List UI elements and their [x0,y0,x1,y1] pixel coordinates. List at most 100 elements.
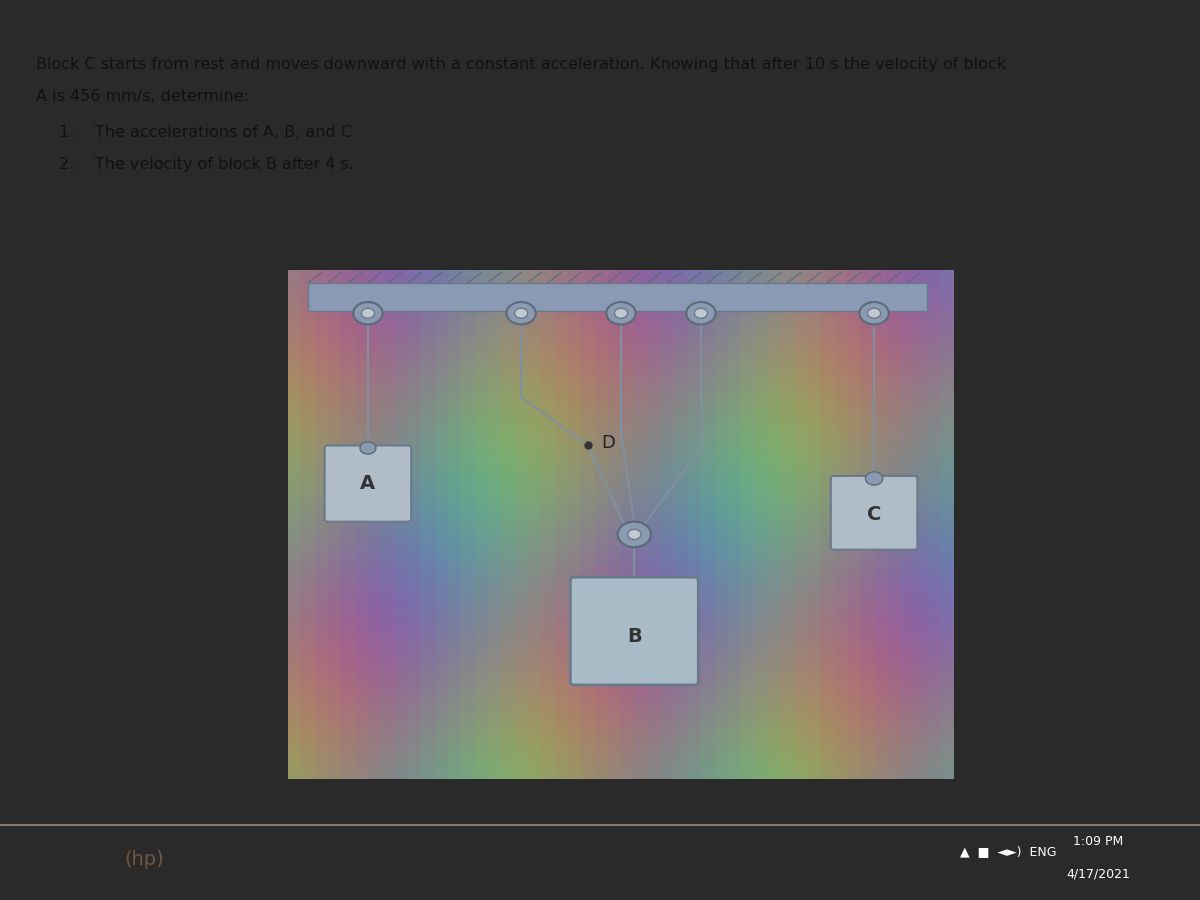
Bar [288,402,954,408]
Text: A: A [360,474,376,493]
Bar [288,550,954,554]
Circle shape [859,302,889,324]
Bar [288,514,954,519]
Bar [288,611,954,616]
Bar [421,270,434,778]
Bar [288,479,954,483]
Bar [288,382,954,387]
Circle shape [361,308,374,319]
Bar [288,423,954,428]
Bar [288,626,954,631]
Bar [487,270,502,778]
Bar [288,285,954,291]
Bar [821,270,834,778]
Bar [288,753,954,758]
Bar [434,270,448,778]
Bar [288,275,954,280]
Bar [502,270,515,778]
Circle shape [686,302,715,324]
Text: ▲  ■  ◄►)  ENG: ▲ ■ ◄►) ENG [960,845,1056,858]
Bar [288,565,954,570]
Bar [288,483,954,489]
Circle shape [695,308,708,319]
Bar [288,509,954,514]
Circle shape [865,472,883,485]
Bar [288,554,954,560]
Bar [474,270,487,778]
Bar [288,310,954,316]
Bar [368,270,382,778]
Bar [594,270,607,778]
Circle shape [515,308,528,319]
Bar [528,270,541,778]
Text: D: D [601,434,614,452]
Bar [288,301,954,306]
Text: A is 456 mm/s, determine:: A is 456 mm/s, determine: [36,89,248,104]
Bar [701,270,714,778]
Bar [554,270,568,778]
Bar [288,392,954,397]
Circle shape [606,302,636,324]
Bar [288,437,954,443]
Bar [288,494,954,499]
Bar [288,362,954,366]
Bar [834,270,847,778]
Bar [288,717,954,723]
Text: B: B [626,626,642,645]
Bar [288,464,954,468]
Bar [288,763,954,769]
Bar [288,331,954,336]
Bar [515,270,528,778]
Bar [288,713,954,717]
Bar [314,270,328,778]
Bar [288,600,954,606]
Bar [288,773,954,778]
Bar [622,270,635,778]
FancyBboxPatch shape [325,446,412,522]
Bar [288,291,954,295]
Bar [288,504,954,509]
Bar [288,270,954,275]
Bar [288,707,954,713]
Bar [288,585,954,590]
Circle shape [506,302,535,324]
Bar [288,356,954,362]
Bar [288,631,954,636]
Bar [288,433,954,437]
Circle shape [614,308,628,319]
FancyBboxPatch shape [570,577,698,685]
Bar [288,769,954,773]
Bar [740,270,755,778]
Bar [288,499,954,504]
Bar [755,270,768,778]
Text: 1:09 PM: 1:09 PM [1073,835,1123,848]
Bar [288,448,954,453]
Bar [781,270,794,778]
Bar [288,295,954,301]
Bar [408,270,421,778]
Bar [461,270,474,778]
Bar [581,270,594,778]
Bar [301,270,314,778]
Bar [328,270,341,778]
Bar [288,616,954,621]
Circle shape [360,442,376,454]
Bar [288,539,954,544]
Bar [288,656,954,662]
Bar [341,270,355,778]
Bar [288,428,954,433]
Bar [288,727,954,733]
Bar [288,682,954,687]
Bar [914,270,928,778]
FancyBboxPatch shape [830,476,917,550]
Bar [288,662,954,667]
Bar [288,641,954,646]
Bar [607,270,622,778]
Bar [288,606,954,611]
Bar [288,372,954,377]
Bar [288,687,954,692]
Bar [448,270,461,778]
Bar [661,270,674,778]
Bar [288,596,954,600]
Bar [288,377,954,382]
